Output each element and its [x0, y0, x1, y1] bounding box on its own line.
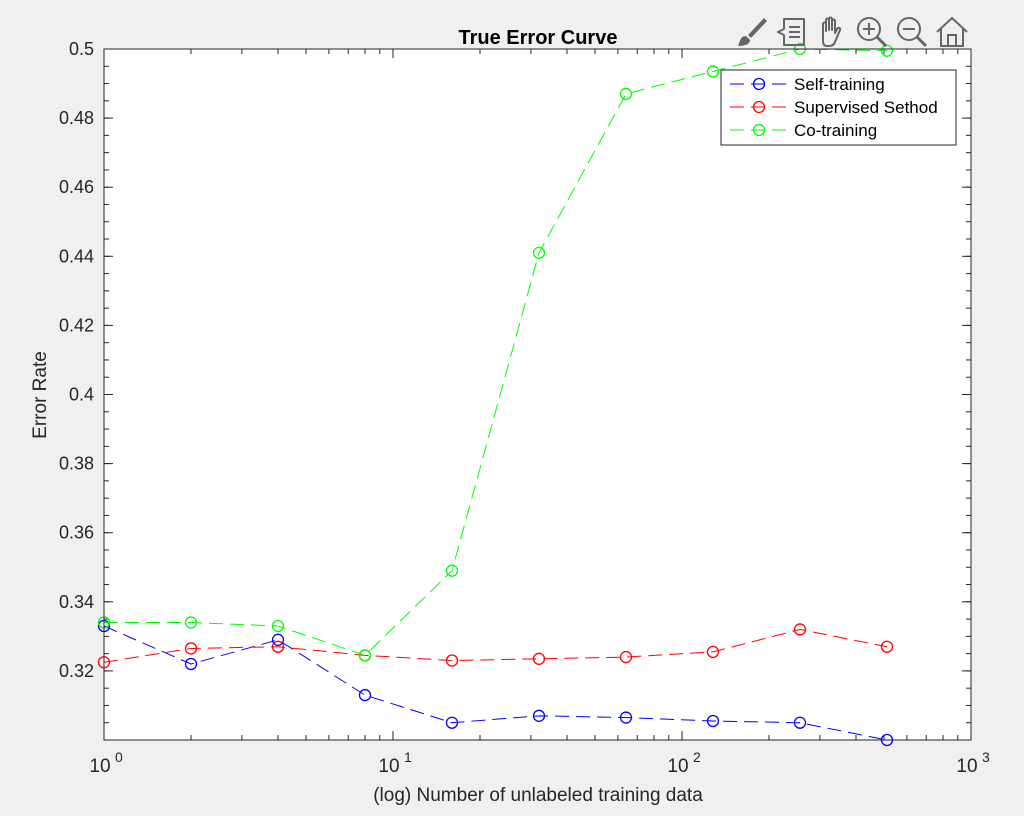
data-point[interactable]: [706, 645, 720, 659]
legend-label: Self-training: [794, 75, 885, 94]
data-point[interactable]: [619, 650, 633, 664]
y-tick-label: 0.48: [59, 108, 94, 128]
y-axis-label: Error Rate: [30, 351, 51, 439]
data-point[interactable]: [445, 716, 459, 729]
plot-area[interactable]: [104, 49, 971, 740]
home-icon[interactable]: [934, 14, 970, 50]
x-tick-label-base: 10: [667, 756, 688, 777]
zoom-in-icon[interactable]: [854, 14, 890, 50]
data-point[interactable]: [271, 633, 285, 646]
legend-label: Co-training: [794, 121, 877, 140]
x-tick-label: 10 3: [956, 749, 990, 777]
x-axis-label: (log) Number of unlabeled training data: [373, 785, 703, 806]
data-point[interactable]: [445, 564, 459, 577]
y-tick-label: 0.46: [59, 177, 94, 197]
legend-entry[interactable]: Co-training: [730, 121, 877, 140]
data-point[interactable]: [880, 44, 894, 57]
series-line: [103, 625, 888, 741]
y-tick-label: 0.44: [59, 246, 94, 266]
y-tick-label: 0.5: [69, 39, 94, 59]
x-tick-label-exp: 0: [115, 749, 123, 765]
data-point[interactable]: [358, 688, 372, 702]
x-tick-labels: 10 0 10 1 10 2 10 3: [89, 749, 990, 777]
data-point[interactable]: [271, 619, 285, 633]
series-line: [104, 48, 887, 656]
data-point[interactable]: [184, 642, 198, 655]
legend-entry[interactable]: Self-training: [730, 75, 885, 94]
data-point[interactable]: [445, 654, 459, 667]
x-tick-label-base: 10: [378, 756, 399, 777]
data-tips-icon[interactable]: [774, 14, 810, 50]
data-point[interactable]: [184, 616, 198, 629]
x-tick-label-base: 10: [956, 756, 977, 777]
legend-marker: [752, 100, 766, 114]
data-point[interactable]: [706, 65, 720, 78]
y-tick-label: 0.36: [59, 523, 94, 543]
y-tick-label: 0.32: [59, 661, 94, 681]
data-point[interactable]: [532, 709, 546, 722]
axes-box: [103, 48, 972, 741]
data-point[interactable]: [793, 623, 807, 636]
x-tick-label-exp: 3: [982, 749, 990, 765]
axes-toolbar: [734, 14, 970, 50]
zoom-out-icon[interactable]: [894, 14, 930, 50]
data-point[interactable]: [358, 649, 372, 662]
y-tick-labels: 0.32 0.34 0.36 0.38 0.4 0.42 0.44 0.46 0.48 0.5: [59, 39, 94, 681]
y-tick-label: 0.4: [69, 385, 94, 405]
x-tick-label: 10 2: [667, 749, 701, 777]
x-tick-label: 10 1: [378, 749, 412, 777]
y-tick-label: 0.34: [59, 592, 94, 612]
pan-hand-icon[interactable]: [814, 14, 850, 50]
x-tick-label-exp: 2: [693, 749, 701, 765]
brush-icon[interactable]: [734, 14, 770, 50]
x-tick-label: 10 0: [89, 749, 123, 777]
data-point[interactable]: [793, 716, 807, 729]
legend[interactable]: Self-training Supervised Sethod Co-trainin…: [720, 69, 957, 146]
x-tick-label-exp: 1: [404, 749, 412, 765]
data-point[interactable]: [532, 652, 546, 665]
data-point[interactable]: [619, 711, 633, 724]
data-point[interactable]: [184, 657, 198, 671]
y-tick-label: 0.42: [59, 315, 94, 335]
legend-marker: [752, 123, 766, 137]
legend-entry[interactable]: Supervised Sethod: [730, 98, 938, 117]
x-tick-label-base: 10: [89, 756, 110, 777]
legend-marker: [752, 77, 766, 91]
data-point[interactable]: [532, 246, 546, 259]
data-point[interactable]: [706, 714, 720, 728]
series-line: [103, 628, 888, 663]
data-point[interactable]: [880, 640, 894, 653]
legend-label: Supervised Sethod: [794, 98, 938, 117]
data-point[interactable]: [619, 87, 633, 101]
data-point[interactable]: [271, 640, 285, 653]
y-tick-label: 0.38: [59, 454, 94, 474]
chart-title: True Error Curve: [459, 27, 618, 49]
series-co-training: [97, 42, 894, 662]
series-layer: [97, 42, 894, 747]
